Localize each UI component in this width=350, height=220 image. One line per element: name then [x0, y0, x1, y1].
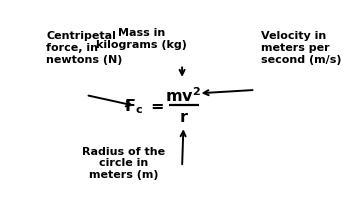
Text: $\mathbf{mv^2}$: $\mathbf{mv^2}$	[166, 86, 202, 105]
Text: Mass in
kilograms (kg): Mass in kilograms (kg)	[96, 28, 187, 50]
Text: $\mathbf{r}$: $\mathbf{r}$	[178, 110, 188, 125]
Text: Centripetal
force, in
newtons (N): Centripetal force, in newtons (N)	[47, 31, 123, 65]
Text: Velocity in
meters per
second (m/s): Velocity in meters per second (m/s)	[261, 31, 341, 65]
Text: $\mathbf{F_c}$$\mathbf{\ =}$: $\mathbf{F_c}$$\mathbf{\ =}$	[124, 97, 164, 116]
Text: Radius of the
circle in
meters (m): Radius of the circle in meters (m)	[82, 147, 165, 180]
